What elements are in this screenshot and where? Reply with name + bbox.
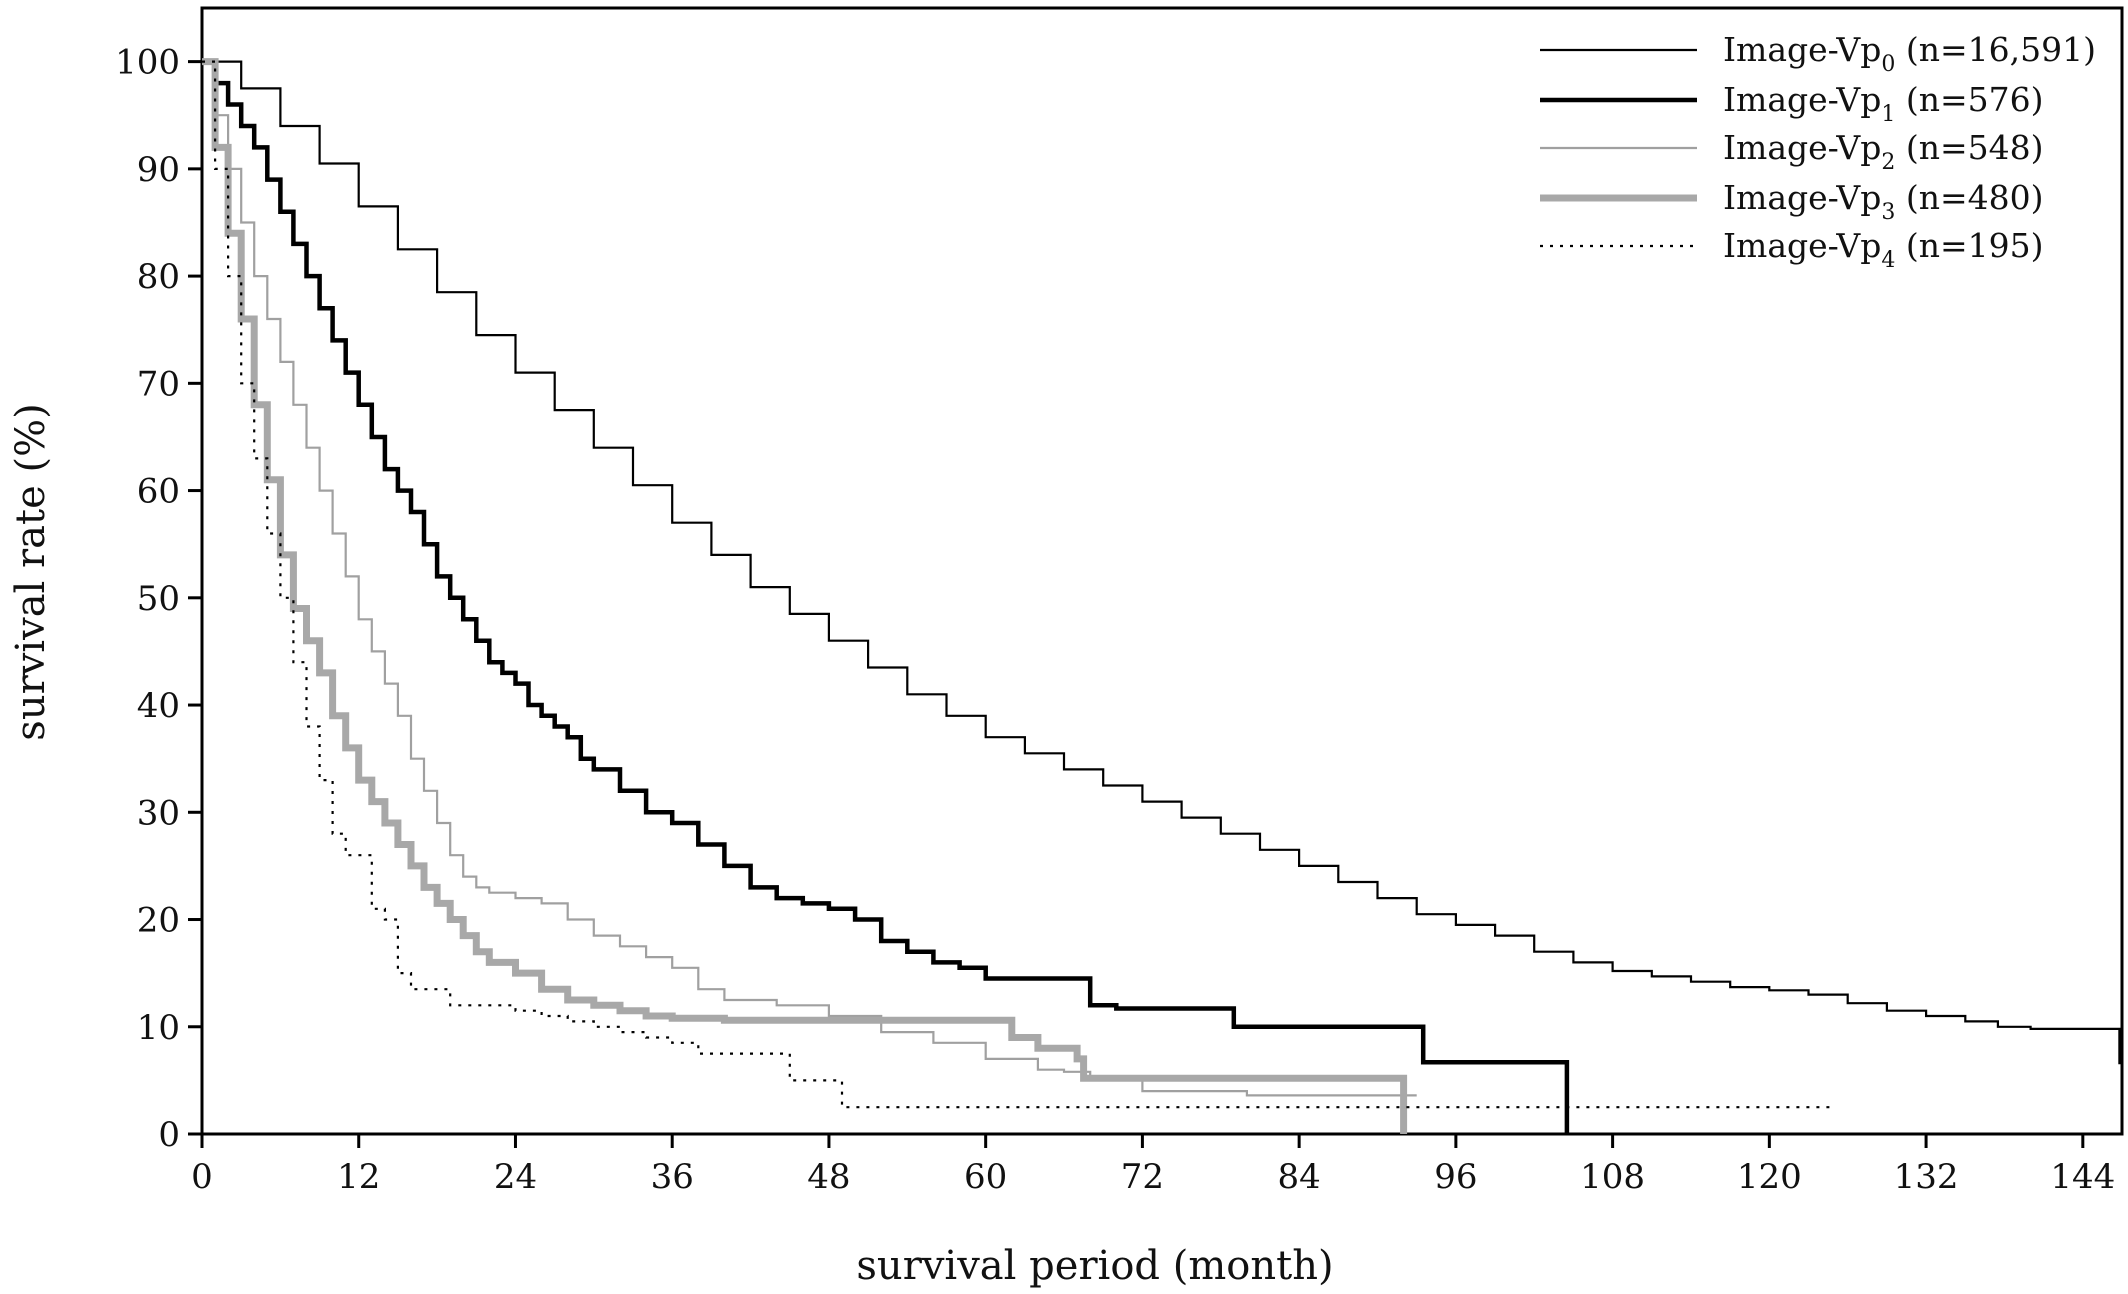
y-tick-label: 40 [137,686,180,726]
series-line-vp0 [202,60,2121,1065]
legend: Image-Vp0 (n=16,591)Image-Vp1 (n=576)Ima… [1540,30,2096,273]
legend-label-vp0: Image-Vp0 (n=16,591) [1723,30,2096,77]
legend-label-vp4: Image-Vp4 (n=195) [1723,226,2044,273]
y-axis-title: survival rate (%) [8,403,54,740]
y-tick-label: 50 [137,579,180,619]
x-tick-label: 96 [1434,1157,1477,1197]
x-axis-title: survival period (month) [856,1243,1333,1289]
y-tick-label: 70 [137,364,180,404]
y-tick-label: 80 [137,257,180,297]
plot-frame [200,6,2124,1136]
y-tick-label: 20 [137,901,180,941]
x-tick-label: 12 [337,1157,380,1197]
x-tick-label: 144 [2050,1157,2115,1197]
x-tick-label: 0 [191,1157,213,1197]
y-tick-label: 0 [158,1115,180,1155]
series-line-vp2 [202,60,1417,1097]
y-axis-ticks: 0 10 20 30 40 50 60 70 80 90 100 [115,43,202,1155]
x-axis-ticks: 0 12 24 36 48 60 72 84 96 108 120 132 144 [191,1134,2115,1197]
legend-label-vp2: Image-Vp2 (n=548) [1723,128,2044,175]
series-line-vp4 [202,60,1835,1109]
series-line-vp1 [202,59,1570,1134]
x-tick-label: 108 [1580,1157,1645,1197]
y-tick-label: 90 [137,150,180,190]
x-tick-label: 132 [1894,1157,1959,1197]
x-tick-label: 72 [1121,1157,1164,1197]
x-tick-label: 48 [807,1157,850,1197]
axes-frame [200,6,2124,1136]
y-tick-label: 30 [137,793,180,833]
y-tick-label: 60 [137,472,180,512]
x-tick-label: 36 [651,1157,694,1197]
y-tick-label: 10 [137,1008,180,1048]
legend-label-vp3: Image-Vp3 (n=480) [1723,178,2044,225]
series-lines [202,58,2121,1134]
series-line-vp3 [202,58,1408,1134]
legend-label-vp1: Image-Vp1 (n=576) [1723,80,2044,127]
y-tick-label: 100 [115,43,180,83]
x-tick-label: 60 [964,1157,1007,1197]
x-tick-label: 120 [1737,1157,1802,1197]
x-tick-label: 84 [1278,1157,1321,1197]
x-tick-label: 24 [494,1157,537,1197]
